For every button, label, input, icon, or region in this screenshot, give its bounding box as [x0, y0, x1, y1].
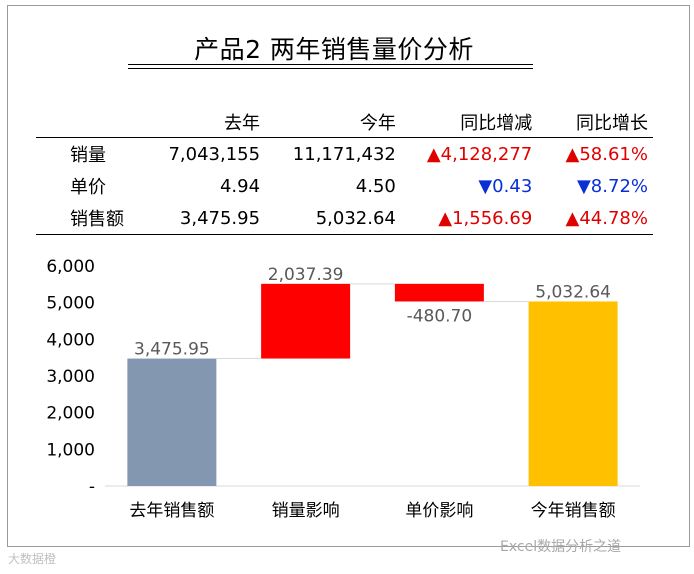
- data-label: -480.70: [407, 306, 473, 326]
- y-tick-label: -: [89, 477, 95, 497]
- row-label: 销售额: [70, 209, 124, 230]
- table-header-cell: 今年: [359, 113, 396, 134]
- table-header-cell: 去年: [224, 113, 261, 134]
- chart-bar: [394, 283, 484, 302]
- y-tick-label: 3,000: [46, 367, 95, 387]
- title-underline-double: [128, 68, 533, 69]
- yoy-change: ▼0.43: [478, 175, 533, 197]
- y-tick-label: 4,000: [46, 330, 95, 350]
- x-category-label: 去年销售额: [129, 501, 214, 521]
- chart-bar: [261, 283, 351, 359]
- data-label: 3,475.95: [134, 340, 210, 360]
- x-category-label: 单价影响: [405, 501, 473, 521]
- table-row: 单价 4.94 4.50 ▼0.43 ▼8.72%: [36, 170, 653, 202]
- data-label: 2,037.39: [268, 265, 344, 285]
- yoy-growth: ▲58.61%: [565, 143, 648, 165]
- row-label: 单价: [70, 177, 106, 198]
- yoy-growth: ▲44.78%: [565, 207, 648, 229]
- this-year-value: 4.50: [355, 175, 396, 197]
- y-tick-label: 1,000: [46, 440, 95, 460]
- yoy-change: ▲4,128,277: [426, 143, 533, 165]
- last-year-value: 3,475.95: [179, 207, 261, 229]
- this-year-value: 5,032.64: [315, 207, 396, 229]
- watermark-right: Excel数据分析之道: [500, 539, 622, 555]
- page-title: 产品2 两年销售量价分析: [194, 35, 474, 64]
- summary-table: 去年 今年 同比增减 同比增长 销量 7,043,155 11,171,432 …: [36, 107, 653, 235]
- last-year-value: 7,043,155: [168, 143, 261, 165]
- last-year-value: 4.94: [219, 175, 261, 197]
- x-category-label: 销量影响: [272, 501, 340, 521]
- waterfall-chart: - 1,000 2,000 3,000 4,000 5,000 6,000 3,475.95 去…: [46, 257, 640, 521]
- table-header-cell: 同比增减: [460, 113, 533, 134]
- chart-bar: [127, 358, 217, 486]
- table-header-cell: [36, 107, 132, 138]
- table-row: 销售额 3,475.95 5,032.64 ▲1,556.69 ▲44.78%: [36, 202, 653, 235]
- y-tick-label: 2,000: [46, 404, 95, 424]
- x-category-label: 今年销售额: [531, 501, 616, 521]
- table-header-cell: 同比增长: [576, 113, 648, 134]
- chart-bar: [528, 301, 618, 486]
- title-underline: [128, 64, 533, 65]
- row-label: 销量: [70, 145, 106, 166]
- y-tick-label: 5,000: [46, 294, 95, 314]
- table-header-row: 去年 今年 同比增减 同比增长: [36, 107, 653, 138]
- y-tick-label: 6,000: [46, 257, 95, 277]
- this-year-value: 11,171,432: [292, 143, 396, 165]
- yoy-growth: ▼8.72%: [576, 175, 648, 197]
- data-label: 5,032.64: [535, 282, 611, 302]
- watermark-left: 大数据橙: [8, 552, 57, 566]
- table-row: 销量 7,043,155 11,171,432 ▲4,128,277 ▲58.6…: [36, 138, 653, 171]
- yoy-change: ▲1,556.69: [438, 207, 533, 229]
